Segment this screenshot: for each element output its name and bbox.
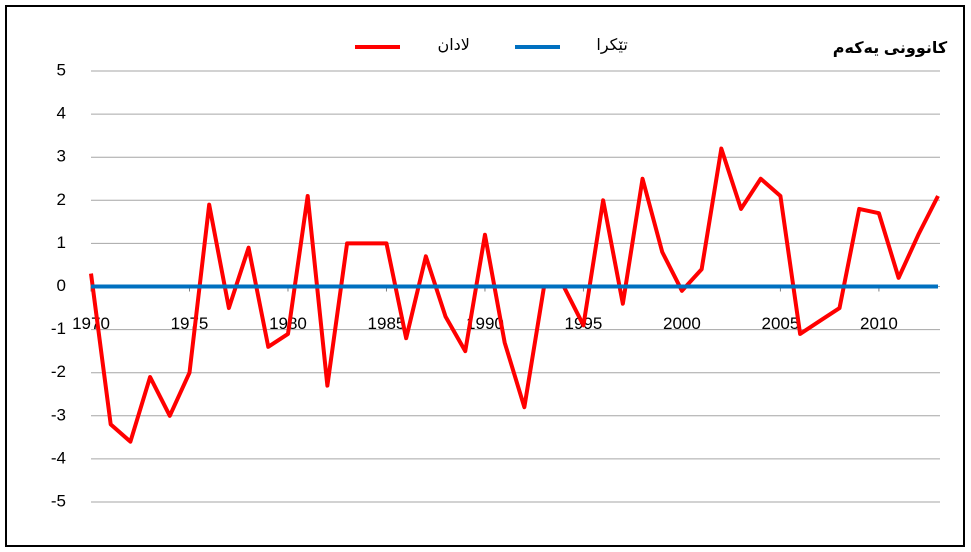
y-tick-label: 0 (57, 276, 66, 295)
y-tick-label: -5 (51, 491, 66, 510)
x-tick-label: 2005 (762, 314, 800, 333)
x-tick-label: 1990 (466, 314, 504, 333)
y-tick-label: -1 (51, 319, 66, 338)
x-tick-label: 2000 (663, 314, 701, 333)
legend-label: لادان (437, 37, 469, 54)
y-tick-label: -4 (51, 448, 66, 467)
x-tick-label: 1985 (368, 314, 406, 333)
y-tick-label: 1 (57, 233, 66, 252)
x-tick-label: 1970 (72, 314, 110, 333)
chart-border (5, 5, 965, 547)
y-tick-label: 5 (57, 60, 66, 79)
line-series (89, 146, 940, 444)
x-tick-label: 2010 (860, 314, 898, 333)
chart-title: کانوونی یەکەم (833, 40, 948, 57)
y-tick-label: 2 (57, 190, 66, 209)
y-tick-label: -2 (51, 362, 66, 381)
y-tick-label: -3 (51, 405, 66, 424)
y-tick-label: 3 (57, 147, 66, 166)
legend-label: تێکرا (596, 37, 627, 55)
y-tick-label: 4 (57, 104, 66, 123)
x-tick-label: 1975 (171, 314, 209, 333)
